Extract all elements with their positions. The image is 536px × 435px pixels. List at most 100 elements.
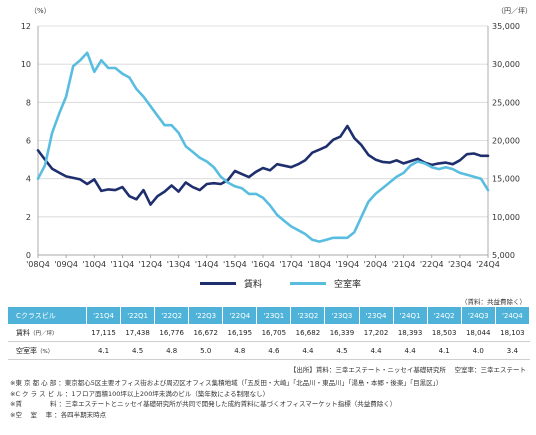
rent-cell: 16,682: [290, 324, 325, 342]
table-header-quarter: '23Q1: [256, 307, 292, 324]
x-tick-label: '11Q4: [110, 260, 134, 269]
x-tick-label: '14Q4: [195, 260, 219, 269]
footnotes: ※東 京 都 心 部 ：東京都心5区主要オフィス街および周辺区オフィス集積地域（…: [10, 378, 442, 420]
left-axis-unit: （%）: [30, 7, 51, 15]
line-chart: 0 5,000 2 10,000 4 15,000 6 20,000 8 25,000 10 30,0…: [21, 7, 532, 269]
rent-cell: 16,776: [154, 324, 189, 342]
data-table: Cクラスビル '21Q4'22Q1'22Q2'22Q3'22Q4'23Q1'23…: [8, 307, 531, 360]
table-header-quarter: '23Q2: [290, 307, 326, 324]
gridlines: [37, 25, 489, 256]
y-right-tick-label: 15,000: [492, 175, 520, 184]
vacancy-cell: 4.8: [154, 341, 189, 360]
x-tick-label: '10Q4: [82, 260, 106, 269]
vacancy-cell: 4.0: [461, 341, 496, 360]
footnote: ※空 室 率 ：各四半期末時点: [10, 410, 107, 419]
x-tick-label: '13Q4: [167, 260, 191, 269]
legend-label-vacancy: 空室率: [334, 280, 362, 290]
table-header-quarter: '24Q4: [495, 307, 531, 324]
table-header-quarter: '24Q1: [393, 307, 428, 324]
series-lines: [36, 51, 490, 243]
table-header-quarter: '22Q4: [222, 307, 258, 324]
rent-cell: 16,195: [222, 324, 257, 342]
legend: 賃料 空室率: [0, 277, 536, 293]
rent-cell: 18,393: [393, 324, 428, 342]
y-left-tick-label: 0: [26, 251, 31, 260]
x-tick-label: '08Q4: [26, 260, 50, 269]
series-line-rent: [36, 124, 490, 206]
y-right-tick-label: 35,000: [492, 22, 520, 31]
x-tick-label: '17Q4: [279, 260, 303, 269]
rent-label: 賃料: [16, 328, 30, 337]
table-header-quarter: '23Q3: [324, 307, 360, 324]
x-tick-label: '23Q4: [448, 260, 472, 269]
vacancy-cell: 3.4: [495, 341, 530, 360]
table-row-vacancy: 空室率（%） 4.1 4.5 4.8 5.0 4.8 4.6 4.4 4.5 4.4 4.4 4.1…: [8, 341, 530, 360]
table-header-quarter: '22Q3: [188, 307, 224, 324]
rent-cell: 16,705: [256, 324, 291, 342]
table-header-quarter: '21Q4: [86, 307, 122, 324]
y-left-tick-label: 4: [26, 175, 31, 184]
y-left-tick-label: 2: [26, 213, 31, 222]
footnote: ※東 京 都 心 部 ：東京都心5区主要オフィス街および周辺区オフィス集積地域（…: [10, 379, 443, 387]
y-right-tick-label: 25,000: [492, 98, 520, 107]
y-right-tick-label: 10,000: [492, 213, 520, 222]
rent-cell: 18,103: [495, 324, 530, 342]
tick-labels: 0 5,000 2 10,000 4 15,000 6 20,000 8 25,000 10 30,0…: [21, 22, 520, 269]
x-tick-label: '20Q4: [364, 260, 388, 269]
series-line-vacancy: [36, 51, 490, 243]
y-right-tick-label: 20,000: [492, 137, 520, 146]
legend-swatch-rent: [200, 282, 236, 285]
legend-item-rent: 賃料: [200, 277, 262, 290]
vacancy-cell: 4.5: [324, 341, 359, 360]
vacancy-cell: 4.4: [290, 341, 325, 360]
table-header-quarter: '22Q1: [120, 307, 156, 324]
right-axis-unit: （円／坪）: [497, 7, 532, 15]
y-left-tick-label: 10: [21, 60, 31, 69]
table-header-quarter: '24Q3: [461, 307, 496, 324]
vacancy-cell: 4.8: [222, 341, 257, 360]
legend-swatch-vacancy: [290, 282, 326, 285]
table-header-quarter: '24Q2: [427, 307, 462, 324]
table-header-label: Cクラスビル: [8, 307, 87, 324]
x-tick-label: '24Q4: [476, 260, 500, 269]
rent-cell: 16,339: [324, 324, 359, 342]
legend-label-rent: 賃料: [244, 280, 263, 290]
legend-item-vacancy: 空室率: [290, 277, 361, 290]
x-tick-label: '19Q4: [335, 260, 359, 269]
rent-cell: 18,503: [427, 324, 462, 342]
vacancy-cell: 4.6: [256, 341, 291, 360]
x-tick-label: '12Q4: [139, 260, 163, 269]
rent-unit: （円／坪）: [30, 330, 58, 337]
vacancy-cell: 4.1: [86, 341, 121, 360]
x-tick-label: '09Q4: [54, 260, 78, 269]
vacancy-row-label: 空室率（%）: [8, 341, 87, 360]
x-tick-label: '21Q4: [392, 260, 416, 269]
table-row-rent: 賃料（円／坪） 17,115 17,438 16,776 16,672 16,195 16…: [8, 324, 530, 342]
y-left-tick-label: 12: [21, 22, 31, 31]
footnote: ※C ク ラ ス ビ ル ：1フロア面積100坪以上200坪未満のビル（築年数に…: [10, 389, 270, 398]
x-tick-label: '15Q4: [223, 260, 247, 269]
vacancy-label: 空室率: [16, 346, 37, 355]
x-tick-label: '16Q4: [251, 260, 275, 269]
y-right-tick-label: 5,000: [492, 251, 515, 260]
rent-row-label: 賃料（円／坪）: [8, 324, 87, 342]
vacancy-unit: （%）: [37, 348, 54, 355]
footnote: ※賃 料 ：三幸エステートとニッセイ基礎研究所が共同で開発した成約賃料に基づくオ…: [10, 400, 397, 409]
vacancy-cell: 4.1: [427, 341, 462, 360]
y-right-tick-label: 30,000: [492, 60, 520, 69]
table-header-quarter: '23Q4: [359, 307, 394, 324]
rent-cell: 18,044: [461, 324, 496, 342]
y-left-tick-label: 6: [26, 137, 31, 146]
table-header-quarter: '22Q2: [154, 307, 190, 324]
rent-cell: 17,115: [86, 324, 121, 342]
x-tick-label: '22Q4: [420, 260, 444, 269]
vacancy-cell: 4.4: [393, 341, 428, 360]
table-unit-note: （賃料：共益費除く）: [461, 298, 526, 306]
vacancy-cell: 4.5: [120, 341, 155, 360]
vacancy-cell: 5.0: [188, 341, 223, 360]
x-tick-label: '18Q4: [307, 260, 331, 269]
y-left-tick-label: 8: [26, 98, 31, 107]
vacancy-cell: 4.4: [359, 341, 394, 360]
rent-cell: 17,202: [359, 324, 394, 342]
source-note: 【出所】賃料：三幸エステート・ニッセイ基礎研究所 空室率：三幸エステート: [289, 366, 526, 374]
